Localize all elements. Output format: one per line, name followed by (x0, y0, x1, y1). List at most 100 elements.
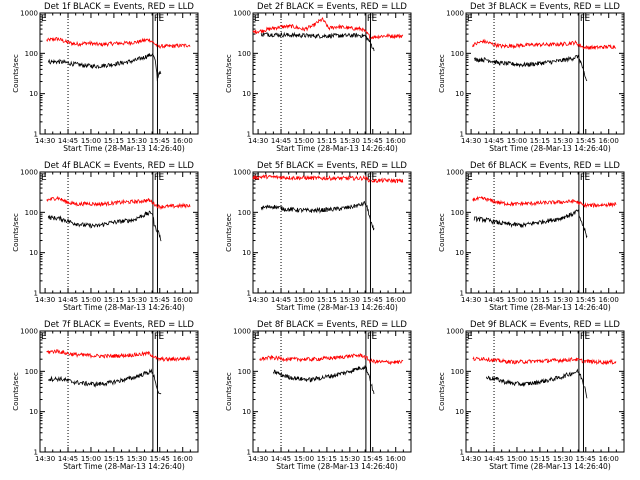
panel-det-2: Det 2f BLACK = Events, RED = LLD 1 10 100 10… (225, 2, 412, 153)
flag-label: F (154, 332, 159, 342)
x-tick-label: 14:45 (271, 137, 291, 145)
series-lld-line (472, 195, 617, 209)
x-tick-label: 15:30 (553, 137, 573, 145)
flag-label: F (580, 14, 585, 24)
y-tick-label: 1000 (446, 10, 464, 18)
y-tick-label: 1 (34, 290, 38, 298)
x-tick-label: 14:30 (35, 296, 55, 304)
x-tick-label: 14:30 (248, 296, 268, 304)
series-lld-line (252, 174, 404, 184)
x-tick-label: 14:30 (461, 455, 481, 463)
x-tick-label: 15:00 (81, 296, 101, 304)
panel-det-4: Det 4f BLACK = Events, RED = LLD 1 10 100 10… (12, 161, 199, 312)
x-tick-label: 16:00 (599, 296, 619, 304)
x-axis-label: Start Time (28-Mar-13 14:26:40) (63, 144, 185, 153)
x-tick-label: 15:15 (530, 455, 550, 463)
plot-frame (465, 171, 625, 294)
x-tick-label: 15:15 (317, 296, 337, 304)
y-tick-label: 100 (451, 50, 464, 58)
panel-title: Det 6f BLACK = Events, RED = LLD (470, 161, 620, 171)
plot-frame (465, 330, 625, 453)
x-tick-label: 15:30 (553, 296, 573, 304)
series-events-line (273, 365, 375, 395)
plot-frame (252, 12, 412, 135)
y-axis-label: Counts/sec (12, 54, 20, 93)
y-tick-label: 1 (460, 290, 464, 298)
series-events-line (47, 210, 162, 242)
x-tick-label: 15:00 (507, 137, 527, 145)
y-tick-label: 10 (29, 90, 38, 98)
y-tick-label: 10 (29, 408, 38, 416)
series-events-line (47, 52, 162, 82)
series-lld-line (46, 36, 191, 50)
x-tick-label: 15:45 (576, 137, 596, 145)
x-tick-label: 14:45 (58, 137, 78, 145)
y-tick-label: 1000 (446, 169, 464, 177)
x-tick-label: 15:15 (104, 137, 124, 145)
flag-label: F (367, 332, 372, 342)
y-tick-label: 100 (238, 50, 251, 58)
flag-label: F (367, 14, 372, 24)
x-tick-label: 15:15 (530, 137, 550, 145)
panel-title: Det 7f BLACK = Events, RED = LLD (44, 320, 194, 330)
flag-label: F (367, 173, 372, 183)
x-tick-label: 15:00 (507, 455, 527, 463)
series-lld-line (46, 349, 191, 362)
y-tick-label: 1000 (446, 328, 464, 336)
y-tick-label: 1 (247, 131, 251, 139)
x-tick-label: 15:15 (317, 137, 337, 145)
x-axis-label: Start Time (28-Mar-13 14:26:40) (489, 144, 611, 153)
flag-label: E (254, 14, 260, 24)
x-tick-label: 15:45 (576, 455, 596, 463)
flag-label: E (467, 332, 473, 342)
x-tick-label: 14:45 (58, 455, 78, 463)
panel-det-3: Det 3f BLACK = Events, RED = LLD 1 10 100 10… (438, 2, 625, 153)
x-tick-label: 14:45 (484, 137, 504, 145)
x-axis-label: Start Time (28-Mar-13 14:26:40) (276, 303, 398, 312)
flag-label: E (158, 332, 164, 342)
x-tick-label: 14:45 (271, 296, 291, 304)
x-tick-label: 14:45 (484, 296, 504, 304)
series-lld-line (46, 195, 191, 211)
y-tick-label: 1000 (233, 169, 251, 177)
y-axis-label: Counts/sec (438, 372, 446, 411)
x-tick-label: 14:30 (461, 296, 481, 304)
plot-frame (252, 330, 412, 453)
flag-label: F (154, 173, 159, 183)
x-tick-label: 15:45 (363, 455, 383, 463)
x-tick-label: 15:45 (363, 137, 383, 145)
flag-label: F (580, 173, 585, 183)
panel-title: Det 8f BLACK = Events, RED = LLD (257, 320, 407, 330)
y-tick-label: 1000 (20, 10, 38, 18)
y-tick-label: 100 (25, 368, 38, 376)
x-tick-label: 14:45 (58, 296, 78, 304)
x-tick-label: 14:30 (35, 137, 55, 145)
panel-det-6: Det 6f BLACK = Events, RED = LLD 1 10 100 10… (438, 161, 625, 312)
series-events-line (473, 209, 588, 239)
flag-label: E (158, 173, 164, 183)
y-axis-label: Counts/sec (438, 213, 446, 252)
series-events-line (473, 54, 588, 82)
y-tick-label: 1 (460, 449, 464, 457)
x-tick-label: 15:00 (507, 296, 527, 304)
x-tick-label: 15:00 (81, 137, 101, 145)
y-tick-label: 1 (34, 131, 38, 139)
flag-label: E (371, 173, 377, 183)
x-tick-label: 16:00 (173, 455, 193, 463)
x-tick-label: 15:00 (294, 455, 314, 463)
x-tick-label: 14:30 (35, 455, 55, 463)
x-tick-label: 15:45 (150, 296, 170, 304)
series-events-line (260, 200, 375, 231)
x-tick-label: 15:45 (150, 455, 170, 463)
panel-det-9: Det 9f BLACK = Events, RED = LLD 1 10 100 10… (438, 320, 625, 471)
y-tick-label: 10 (242, 408, 251, 416)
x-tick-label: 15:45 (576, 296, 596, 304)
plot-frame (39, 330, 199, 453)
x-tick-label: 15:30 (127, 296, 147, 304)
panel-title: Det 2f BLACK = Events, RED = LLD (257, 2, 407, 12)
flag-label: E (371, 332, 377, 342)
plot-frame (465, 12, 625, 135)
y-axis-label: Counts/sec (225, 54, 233, 93)
x-tick-label: 15:15 (104, 296, 124, 304)
flag-label: E (584, 14, 590, 24)
